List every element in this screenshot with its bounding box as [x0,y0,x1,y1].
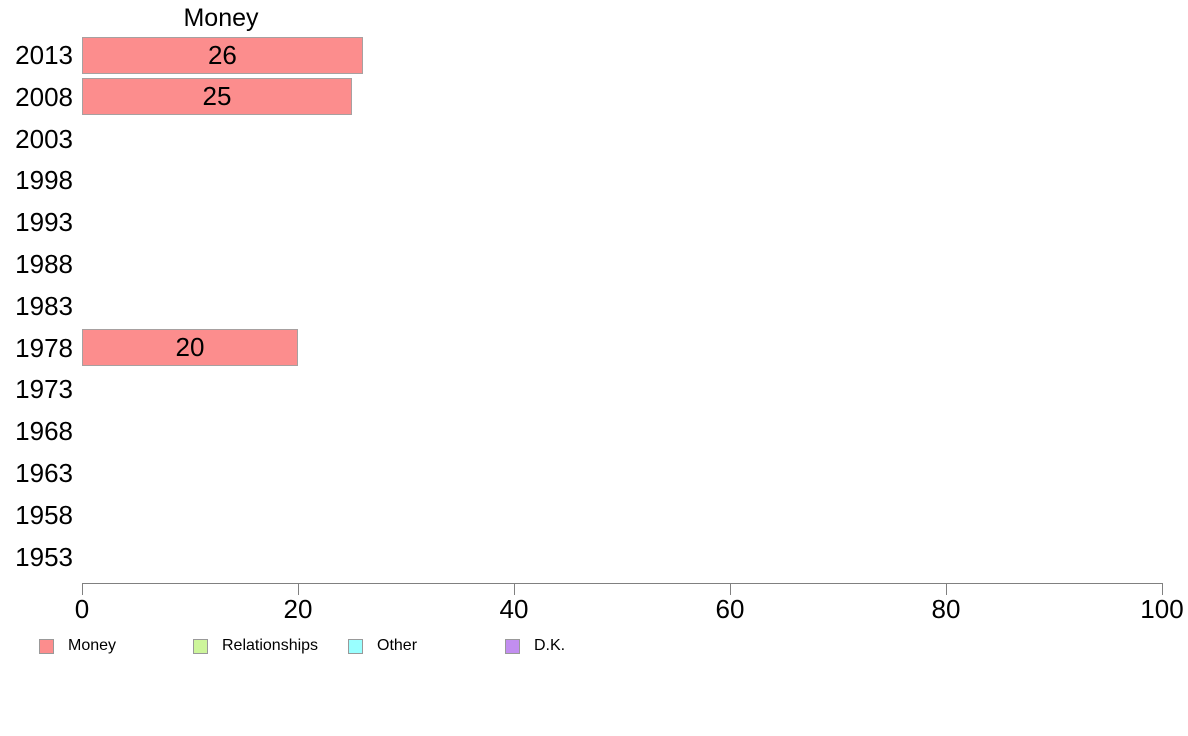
x-axis-tick [514,583,515,595]
x-axis-tick-label: 40 [499,594,529,624]
x-axis-tick-label: 60 [715,594,745,624]
bar-value-label: 26 [207,39,237,70]
legend-label: Relationships [222,637,319,654]
y-axis-label: 2008 [15,81,73,112]
legend-label: Other [377,637,418,654]
legend-swatch [348,639,363,654]
y-axis-label: 1958 [15,499,73,530]
x-axis-tick [298,583,299,595]
bar-value-label: 20 [175,332,205,363]
x-axis-tick [946,583,947,595]
y-axis-label: 1973 [15,374,73,405]
bar: 26 [82,36,363,74]
x-axis-tick [1162,583,1163,595]
y-axis-label: 1988 [15,249,73,279]
y-axis-label: 1978 [15,332,73,363]
y-axis-label: 1968 [15,416,73,447]
y-axis-label: 2013 [15,40,73,70]
legend-label: Money [68,637,117,654]
legend-swatch [39,639,54,654]
bar: 25 [82,78,352,116]
y-axis-label: 1963 [15,458,73,488]
x-axis-tick [82,583,83,595]
y-axis-label: 1998 [15,165,73,196]
y-axis-label: 1953 [15,541,73,572]
bar-value-label: 25 [202,81,232,112]
x-axis-tick [730,583,731,595]
legend-label: D.K. [534,637,566,654]
legend-swatch [505,639,520,654]
y-axis-label: 1993 [15,207,73,238]
x-axis-tick-label: 0 [74,594,90,624]
bar: 20 [82,329,298,367]
x-axis-tick-label: 20 [283,594,313,624]
legend-swatch [193,639,208,654]
x-axis-tick-label: 100 [1140,594,1184,624]
y-axis-label: 2003 [15,123,73,154]
chart-title: Money [183,4,259,32]
y-axis-label: 1983 [15,290,73,321]
x-axis-line [82,583,1162,584]
x-axis-tick-label: 80 [931,594,961,624]
